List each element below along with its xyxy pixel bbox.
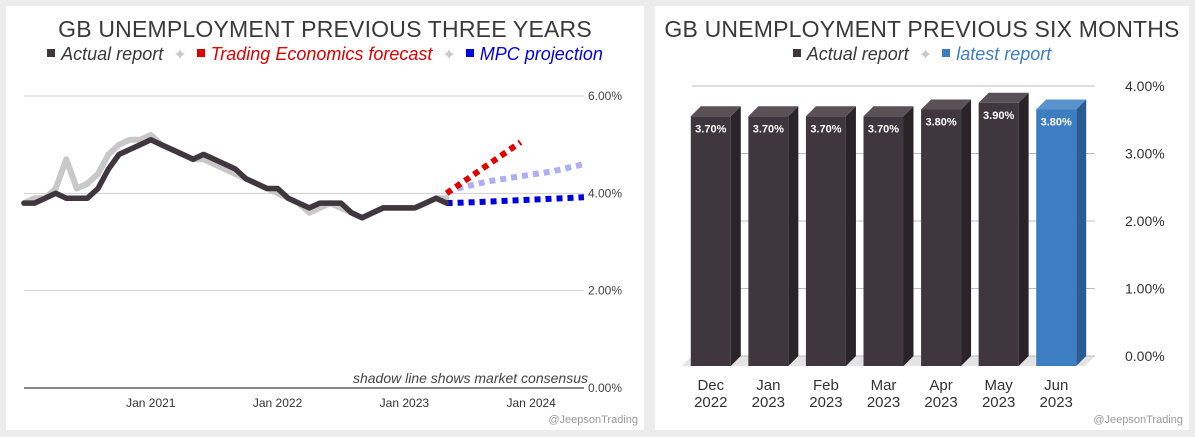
bar-top [690, 106, 741, 117]
x-tick-label: 2023 [809, 394, 842, 411]
legend-item-actual: Actual report [47, 44, 163, 65]
x-tick-label: Mar [871, 377, 897, 394]
left-chart-title: GB UNEMPLOYMENT PREVIOUS THREE YEARS [58, 16, 592, 42]
bar-data-label: 3.70% [868, 123, 899, 135]
legend-swatch-actual [792, 49, 801, 58]
bar-top [748, 106, 799, 117]
bar [978, 102, 1019, 366]
bar-side [730, 106, 741, 366]
legend-label-actual: Actual report [806, 44, 909, 64]
x-tick-label: May [984, 377, 1013, 394]
legend-item-te-forecast: Trading Economics forecast [196, 44, 433, 65]
x-tick-label: Jan 2023 [380, 396, 430, 410]
x-tick-label: Dec [697, 377, 724, 394]
right-legend: Actual report ✦ latest report [655, 44, 1189, 65]
bar [1036, 109, 1077, 366]
y-tick-label: 0.00% [588, 381, 622, 395]
bar-data-label: 3.70% [810, 123, 841, 135]
x-tick-label: 2023 [867, 394, 900, 411]
legend-swatch-te-forecast [196, 49, 205, 58]
right-credit: @JeepsonTrading [1093, 414, 1183, 426]
left-credit: @JeepsonTrading [548, 414, 638, 426]
left-chart-panel: GB UNEMPLOYMENT PREVIOUS THREE YEARS Act… [6, 6, 644, 430]
x-tick-label: Apr [929, 377, 952, 394]
y-tick-label: 6.00% [588, 89, 622, 103]
bar [805, 116, 846, 366]
y-tick-label: 1.00% [1125, 281, 1165, 297]
bar-data-label: 3.70% [753, 123, 784, 135]
bar-top [1036, 99, 1087, 110]
bar-side [1076, 99, 1087, 366]
y-tick-label: 4.00% [588, 186, 622, 200]
line-chart-svg: 6.00% 4.00% 2.00% 0.00% Jan 2021 Jan 2022 Jan … [21, 89, 622, 410]
bar-side [903, 106, 914, 366]
x-tick-label: Jan 2021 [126, 396, 176, 410]
x-tick-label: Feb [813, 377, 839, 394]
market-consensus-note: shadow line shows market consensus [352, 370, 588, 386]
x-tick-label: 2023 [752, 394, 785, 411]
x-tick-label: Jan 2024 [506, 396, 556, 410]
bar-top [805, 106, 856, 117]
bar-top [921, 99, 972, 110]
legend-item-actual: Actual report [792, 44, 909, 65]
series-line-trading-economics-forecast [444, 139, 523, 196]
bar [921, 109, 962, 366]
x-tick-label: 2023 [1040, 394, 1073, 411]
x-tick-label: 2023 [924, 394, 957, 411]
bar-side [1018, 92, 1029, 366]
legend-item-mpc: MPC projection [465, 44, 603, 65]
bar-side [845, 106, 856, 366]
bar-data-label: 3.80% [925, 117, 956, 129]
y-tick-label: 2.00% [588, 284, 622, 298]
legend-label-actual: Actual report [61, 44, 164, 64]
bar-side [961, 99, 972, 366]
right-chart-title: GB UNEMPLOYMENT PREVIOUS SIX MONTHS [664, 16, 1180, 42]
legend-label-latest: latest report [956, 44, 1052, 64]
y-tick-label: 3.00% [1125, 146, 1165, 162]
x-tick-label: 2022 [694, 394, 727, 411]
legend-separator-icon: ✦ [173, 47, 187, 64]
x-tick-label: Jun [1044, 377, 1068, 394]
legend-swatch-mpc [465, 49, 474, 58]
legend-separator-icon: ✦ [442, 47, 456, 64]
legend-label-mpc: MPC projection [479, 44, 603, 64]
y-tick-label: 2.00% [1125, 213, 1165, 229]
x-tick-label: Jan 2022 [253, 396, 303, 410]
series-line-mpc-projection [446, 194, 585, 207]
legend-item-latest: latest report [942, 44, 1051, 65]
left-legend: Actual report ✦ Trading Economics forecast… [6, 44, 644, 65]
bar-side [788, 106, 799, 366]
x-tick-label: 2023 [982, 394, 1015, 411]
right-chart-panel: GB UNEMPLOYMENT PREVIOUS SIX MONTHS Actu… [655, 6, 1189, 430]
bar-data-label: 3.70% [695, 123, 726, 135]
legend-label-te-forecast: Trading Economics forecast [210, 44, 433, 64]
legend-separator-icon: ✦ [918, 47, 933, 64]
bar-top [978, 92, 1029, 103]
series-line-actual-report [21, 137, 450, 221]
bar-data-label: 3.80% [1041, 117, 1072, 129]
bar [690, 116, 731, 366]
legend-swatch-actual [47, 49, 56, 58]
bar [863, 116, 904, 366]
x-tick-label: Jan [756, 377, 780, 394]
bar [748, 116, 789, 366]
y-tick-label: 0.00% [1125, 348, 1165, 364]
legend-swatch-latest [942, 49, 951, 58]
bar-data-label: 3.90% [983, 110, 1014, 122]
y-tick-label: 4.00% [1125, 78, 1165, 94]
bar-top [863, 106, 914, 117]
